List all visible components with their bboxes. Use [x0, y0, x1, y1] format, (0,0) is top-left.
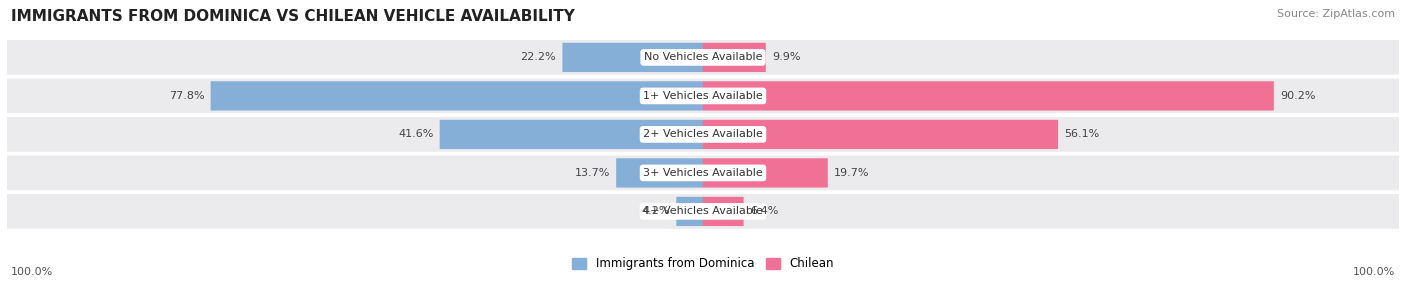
- Text: 56.1%: 56.1%: [1064, 130, 1099, 139]
- Text: 41.6%: 41.6%: [398, 130, 433, 139]
- Text: 100.0%: 100.0%: [11, 267, 53, 277]
- Text: 90.2%: 90.2%: [1279, 91, 1316, 101]
- FancyBboxPatch shape: [7, 194, 1399, 229]
- Text: 1+ Vehicles Available: 1+ Vehicles Available: [643, 91, 763, 101]
- Text: Source: ZipAtlas.com: Source: ZipAtlas.com: [1277, 9, 1395, 19]
- FancyBboxPatch shape: [7, 117, 1399, 152]
- FancyBboxPatch shape: [7, 40, 1399, 75]
- FancyBboxPatch shape: [703, 158, 828, 188]
- Legend: Immigrants from Dominica, Chilean: Immigrants from Dominica, Chilean: [569, 255, 837, 273]
- Text: 4.2%: 4.2%: [641, 206, 671, 217]
- Text: 6.4%: 6.4%: [749, 206, 778, 217]
- FancyBboxPatch shape: [616, 158, 703, 188]
- Text: 77.8%: 77.8%: [169, 91, 204, 101]
- Text: 13.7%: 13.7%: [575, 168, 610, 178]
- Text: 2+ Vehicles Available: 2+ Vehicles Available: [643, 130, 763, 139]
- Text: 22.2%: 22.2%: [520, 52, 557, 62]
- FancyBboxPatch shape: [703, 43, 766, 72]
- Text: 9.9%: 9.9%: [772, 52, 800, 62]
- Text: 4+ Vehicles Available: 4+ Vehicles Available: [643, 206, 763, 217]
- FancyBboxPatch shape: [562, 43, 703, 72]
- FancyBboxPatch shape: [7, 156, 1399, 190]
- FancyBboxPatch shape: [703, 120, 1059, 149]
- Text: 100.0%: 100.0%: [1353, 267, 1395, 277]
- FancyBboxPatch shape: [440, 120, 703, 149]
- FancyBboxPatch shape: [703, 81, 1274, 111]
- Text: 3+ Vehicles Available: 3+ Vehicles Available: [643, 168, 763, 178]
- Text: 19.7%: 19.7%: [834, 168, 869, 178]
- FancyBboxPatch shape: [211, 81, 703, 111]
- Text: IMMIGRANTS FROM DOMINICA VS CHILEAN VEHICLE AVAILABILITY: IMMIGRANTS FROM DOMINICA VS CHILEAN VEHI…: [11, 9, 575, 23]
- FancyBboxPatch shape: [676, 197, 703, 226]
- FancyBboxPatch shape: [7, 79, 1399, 113]
- Text: No Vehicles Available: No Vehicles Available: [644, 52, 762, 62]
- FancyBboxPatch shape: [703, 197, 744, 226]
